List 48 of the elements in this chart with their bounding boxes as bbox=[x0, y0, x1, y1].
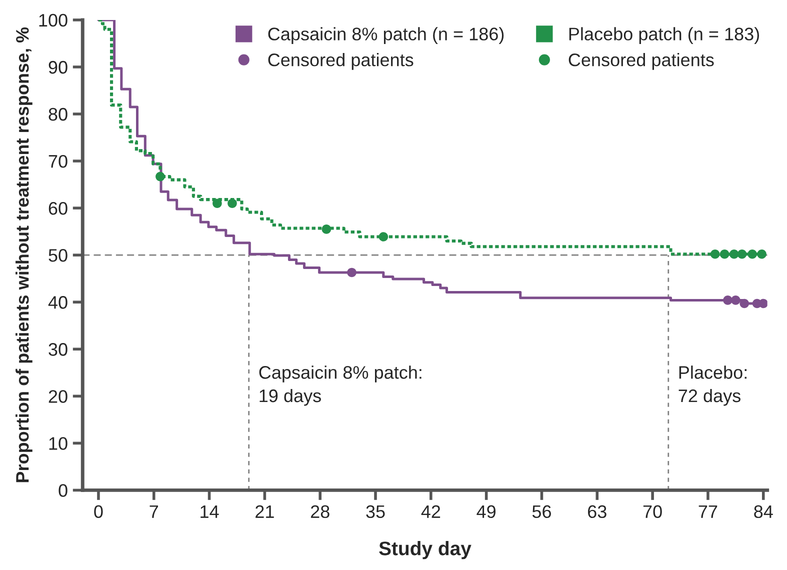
y-tick-label: 50 bbox=[48, 249, 68, 262]
point bbox=[748, 249, 757, 259]
x-tick-label: 84 bbox=[754, 505, 773, 518]
point bbox=[720, 249, 730, 259]
x-tick-label: 35 bbox=[366, 505, 385, 518]
x-tick-label: 14 bbox=[200, 505, 219, 518]
x-tick-label: 56 bbox=[532, 505, 551, 518]
point bbox=[212, 198, 222, 208]
ref-line-label: Placebo: 72 days bbox=[678, 366, 746, 406]
x-tick-label: 0 bbox=[94, 505, 103, 518]
y-tick-label: 40 bbox=[48, 296, 68, 309]
ref-line-label: Capsaicin 8% patch: 19 days bbox=[259, 366, 422, 406]
legend-label: Censored patients bbox=[268, 53, 414, 70]
point bbox=[228, 198, 237, 208]
x-axis-title: Study day bbox=[379, 541, 472, 560]
y-tick-label: 10 bbox=[49, 437, 68, 450]
y-tick-label: 90 bbox=[48, 60, 68, 74]
x-tick-label: 77 bbox=[698, 505, 718, 518]
legend-label: Censored patients bbox=[568, 53, 714, 70]
x-tick-label: 21 bbox=[256, 505, 274, 518]
y-tick-label: 0 bbox=[58, 484, 68, 497]
point bbox=[757, 249, 766, 259]
y-tick-label: 30 bbox=[48, 343, 68, 356]
x-tick-label: 7 bbox=[150, 505, 158, 518]
x-tick-label: 49 bbox=[476, 505, 496, 518]
point bbox=[731, 296, 740, 305]
legend-label: Capsaicin 8% patch (n = 186) bbox=[268, 27, 504, 44]
x-tick-label: 63 bbox=[588, 505, 606, 518]
legend-label: Placebo patch (n = 183) bbox=[569, 27, 759, 44]
point bbox=[322, 224, 332, 234]
point bbox=[156, 172, 165, 182]
point bbox=[737, 249, 747, 259]
x-tick-label: 28 bbox=[310, 505, 330, 518]
point bbox=[729, 249, 739, 259]
point bbox=[710, 249, 720, 259]
point bbox=[758, 298, 768, 308]
y-axis-title: Proportion of patients without treatment response, % bbox=[16, 27, 32, 482]
y-tick-label: 60 bbox=[48, 202, 68, 215]
y-tick-label: 20 bbox=[48, 390, 68, 403]
x-tick-label: 42 bbox=[421, 505, 440, 518]
point bbox=[378, 232, 388, 242]
y-tick-label: 100 bbox=[39, 14, 68, 27]
point bbox=[723, 296, 732, 305]
y-tick-label: 80 bbox=[48, 108, 68, 121]
point bbox=[740, 298, 750, 308]
x-tick-label: 70 bbox=[643, 505, 662, 518]
y-tick-label: 70 bbox=[48, 154, 68, 168]
point bbox=[347, 268, 356, 278]
